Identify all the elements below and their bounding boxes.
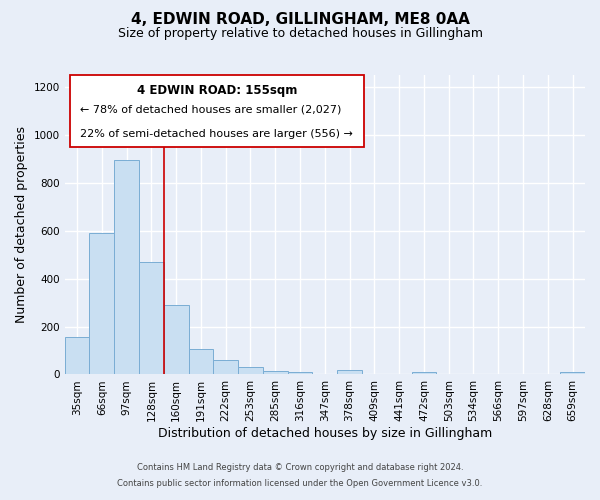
Text: Contains HM Land Registry data © Crown copyright and database right 2024.: Contains HM Land Registry data © Crown c… bbox=[137, 464, 463, 472]
Bar bbox=[164, 305, 188, 374]
Text: ← 78% of detached houses are smaller (2,027): ← 78% of detached houses are smaller (2,… bbox=[80, 105, 341, 115]
Bar bbox=[214, 360, 238, 374]
Text: 4, EDWIN ROAD, GILLINGHAM, ME8 0AA: 4, EDWIN ROAD, GILLINGHAM, ME8 0AA bbox=[131, 12, 469, 28]
Bar bbox=[114, 160, 139, 374]
Bar bbox=[263, 371, 287, 374]
Bar bbox=[560, 372, 585, 374]
Bar bbox=[89, 233, 114, 374]
Text: 4 EDWIN ROAD: 155sqm: 4 EDWIN ROAD: 155sqm bbox=[137, 84, 297, 97]
Text: Size of property relative to detached houses in Gillingham: Size of property relative to detached ho… bbox=[118, 28, 482, 40]
Bar bbox=[139, 262, 164, 374]
Text: Contains public sector information licensed under the Open Government Licence v3: Contains public sector information licen… bbox=[118, 478, 482, 488]
Bar bbox=[412, 372, 436, 374]
Y-axis label: Number of detached properties: Number of detached properties bbox=[15, 126, 28, 323]
Text: 22% of semi-detached houses are larger (556) →: 22% of semi-detached houses are larger (… bbox=[80, 129, 353, 139]
Bar bbox=[188, 350, 214, 374]
FancyBboxPatch shape bbox=[70, 75, 364, 147]
Bar bbox=[238, 368, 263, 374]
X-axis label: Distribution of detached houses by size in Gillingham: Distribution of detached houses by size … bbox=[158, 427, 492, 440]
Bar bbox=[337, 370, 362, 374]
Bar bbox=[65, 338, 89, 374]
Bar bbox=[287, 372, 313, 374]
